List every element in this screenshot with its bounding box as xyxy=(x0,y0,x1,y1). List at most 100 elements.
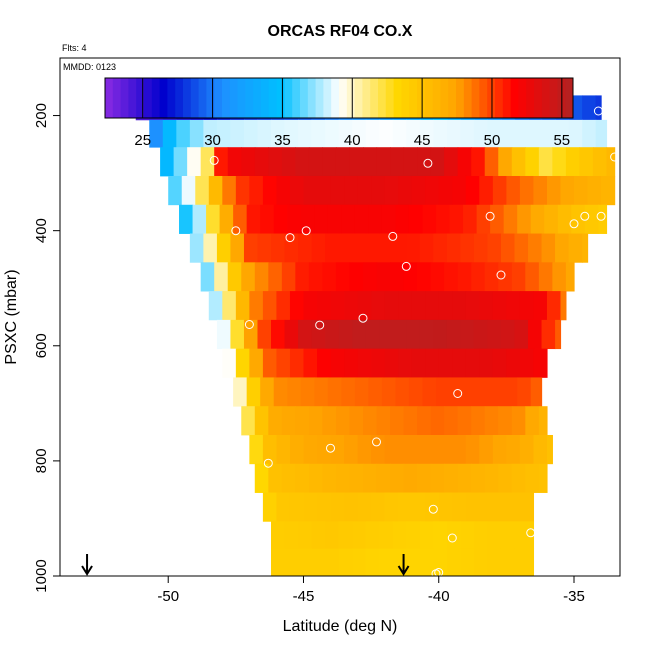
heatmap-cell xyxy=(344,492,359,522)
heatmap-cell xyxy=(460,319,475,350)
heatmap-cell xyxy=(317,348,332,378)
colorbar-segment xyxy=(175,78,184,118)
observation-point xyxy=(326,443,335,453)
heatmap-cell xyxy=(363,262,378,292)
heatmap-cell xyxy=(595,95,602,121)
heatmap-cell xyxy=(463,377,478,407)
colorbar-segment xyxy=(284,78,293,118)
heatmap-cell xyxy=(298,119,313,148)
heatmap-cell xyxy=(303,348,318,378)
heatmap-cell xyxy=(289,291,305,321)
heatmap-cell xyxy=(422,377,437,407)
heatmap-cell xyxy=(303,291,318,321)
heatmap-cell xyxy=(484,262,499,292)
colorbar-segment xyxy=(214,78,223,118)
heatmap-cell xyxy=(560,175,575,206)
heatmap-cell xyxy=(195,175,210,206)
heatmap-cell xyxy=(406,521,421,550)
heatmap-cell xyxy=(506,492,521,522)
heatmap-cell xyxy=(390,406,405,436)
heatmap-cell xyxy=(452,348,467,378)
heatmap-cell xyxy=(235,175,250,206)
heatmap-cell xyxy=(363,406,378,436)
heatmap-cell xyxy=(395,204,410,234)
heatmap-cell xyxy=(335,147,351,177)
colorbar-segment xyxy=(479,78,488,118)
heatmap-cell xyxy=(479,291,494,321)
y-tick-label: 600 xyxy=(33,333,50,358)
heatmap-cell xyxy=(519,434,535,465)
heatmap-cell xyxy=(484,406,499,436)
heatmap-cell xyxy=(325,233,340,263)
heatmap-cell xyxy=(425,348,440,378)
heatmap-cell xyxy=(284,319,299,350)
heatmap-cell xyxy=(530,377,543,407)
heatmap-cell xyxy=(465,434,480,465)
heatmap-cell xyxy=(322,147,337,177)
colorbar-segment xyxy=(417,78,426,118)
heatmap-cell xyxy=(446,521,461,550)
y-tick-label: 400 xyxy=(33,218,50,243)
heatmap-cell xyxy=(538,262,553,292)
heatmap-cell xyxy=(281,406,296,436)
heatmap-cell xyxy=(430,262,445,292)
heatmap-cell xyxy=(479,348,494,378)
colorbar-segment xyxy=(354,78,363,118)
colorbar-segment xyxy=(268,78,278,118)
heatmap-cell xyxy=(357,434,372,465)
heatmap-cell xyxy=(381,377,397,407)
colorbar-segment xyxy=(323,78,332,118)
heatmap-cell xyxy=(473,521,489,550)
heatmap-cell xyxy=(371,291,386,321)
colorbar-segment xyxy=(549,78,558,118)
heatmap-cell xyxy=(227,262,242,292)
heatmap-cell xyxy=(335,406,351,436)
observation-point xyxy=(526,528,536,538)
heatmap-cell xyxy=(376,463,391,493)
heatmap-cell xyxy=(446,548,461,577)
colorbar-tick-label: 40 xyxy=(344,132,361,149)
heatmap-cell xyxy=(528,319,543,350)
heatmap-cell xyxy=(552,147,567,177)
heatmap-cell xyxy=(411,434,426,465)
heatmap-cell xyxy=(492,492,507,522)
heatmap-cell xyxy=(465,291,480,321)
colorbar-segment xyxy=(190,78,200,118)
heatmap-cell xyxy=(444,406,459,436)
observation-point xyxy=(388,231,398,241)
heatmap-cell xyxy=(565,262,575,292)
heatmap-cell xyxy=(281,147,296,177)
heatmap-cell xyxy=(352,233,367,263)
heatmap-cell xyxy=(284,521,299,550)
heatmap-cell xyxy=(214,262,229,292)
colorbar-segment xyxy=(276,78,285,118)
heatmap-cell xyxy=(541,119,556,148)
heatmap-cell xyxy=(203,119,218,148)
heatmap-cell xyxy=(230,119,245,148)
colorbar-segment xyxy=(183,78,192,118)
heatmap-cell xyxy=(398,434,413,465)
observation-point xyxy=(610,152,620,162)
heatmap-cell xyxy=(206,204,221,234)
heatmap-cell xyxy=(368,204,383,234)
colorbar-segment xyxy=(120,78,129,118)
observation-point xyxy=(255,561,265,571)
heatmap-cell xyxy=(322,406,337,436)
heatmap-cell xyxy=(276,434,291,465)
heatmap-cell xyxy=(354,377,370,407)
heatmap-cell xyxy=(557,204,572,234)
heatmap-cell xyxy=(357,348,372,378)
heatmap-cell xyxy=(606,147,616,177)
heatmap-cell xyxy=(500,233,516,263)
heatmap-cell xyxy=(422,204,437,234)
heatmap-cell xyxy=(308,262,324,292)
colorbar-tick-label: 35 xyxy=(274,132,291,149)
heatmap-cell xyxy=(433,233,448,263)
heatmap-cell xyxy=(349,406,364,436)
colorbar-ticks: 25 30 35 40 45 50 55 xyxy=(134,78,570,149)
heatmap-cell xyxy=(349,463,364,493)
heatmap-cell xyxy=(268,406,283,436)
heatmap-cell xyxy=(357,291,372,321)
heatmap-cell xyxy=(584,204,599,234)
heatmap-cell xyxy=(281,262,296,292)
